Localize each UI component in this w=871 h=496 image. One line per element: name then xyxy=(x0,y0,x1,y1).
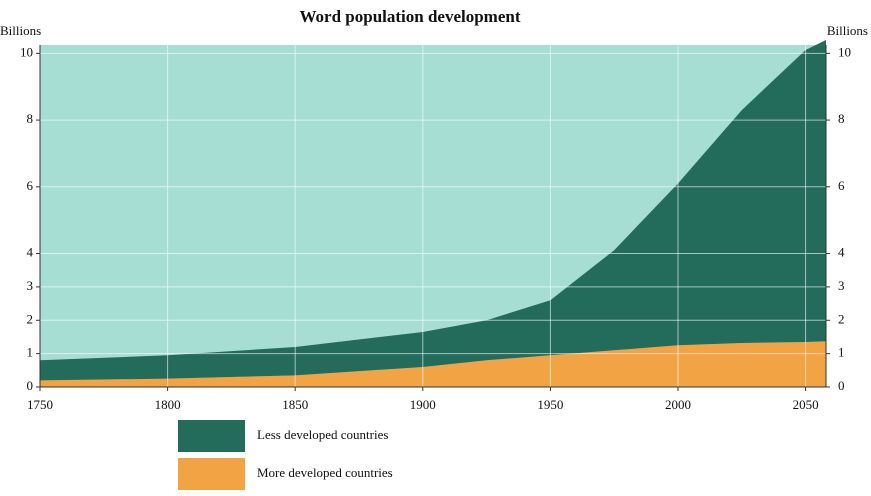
y-tick-label: 1 xyxy=(27,345,34,360)
y2-tick-label: 2 xyxy=(838,311,845,326)
x-tick-label: 2050 xyxy=(793,397,819,412)
chart-title: Word population development xyxy=(299,7,520,26)
x-tick-label: 1750 xyxy=(27,397,53,412)
x-tick-label: 1800 xyxy=(155,397,181,412)
x-tick-label: 1850 xyxy=(282,397,308,412)
y2-tick-label: 0 xyxy=(838,378,845,393)
x-tick-label: 1950 xyxy=(537,397,563,412)
y-tick-label: 8 xyxy=(27,111,34,126)
y2-tick-label: 8 xyxy=(838,111,845,126)
y-tick-label: 4 xyxy=(27,245,34,260)
y2-tick-label: 4 xyxy=(838,245,845,260)
area xyxy=(40,341,826,387)
area xyxy=(40,39,826,381)
y-tick-label: 0 xyxy=(27,378,34,393)
legend-swatch xyxy=(178,458,245,490)
y-axis-label: Billions xyxy=(0,23,41,38)
y-tick-label: 2 xyxy=(27,311,34,326)
legend-swatch xyxy=(178,420,245,452)
y2-axis-label: Billions xyxy=(827,23,868,38)
y-tick-label: 10 xyxy=(20,44,33,59)
y2-tick-label: 1 xyxy=(838,345,845,360)
x-tick-label: 1900 xyxy=(410,397,436,412)
y-tick-label: 6 xyxy=(27,178,34,193)
x-tick-label: 2000 xyxy=(665,397,691,412)
legend-label: Less developed countries xyxy=(257,427,388,442)
y2-tick-label: 3 xyxy=(838,278,845,293)
legend-label: More developed countries xyxy=(257,465,393,480)
y2-tick-label: 10 xyxy=(838,44,851,59)
y2-tick-label: 6 xyxy=(838,178,845,193)
y-tick-label: 3 xyxy=(27,278,34,293)
